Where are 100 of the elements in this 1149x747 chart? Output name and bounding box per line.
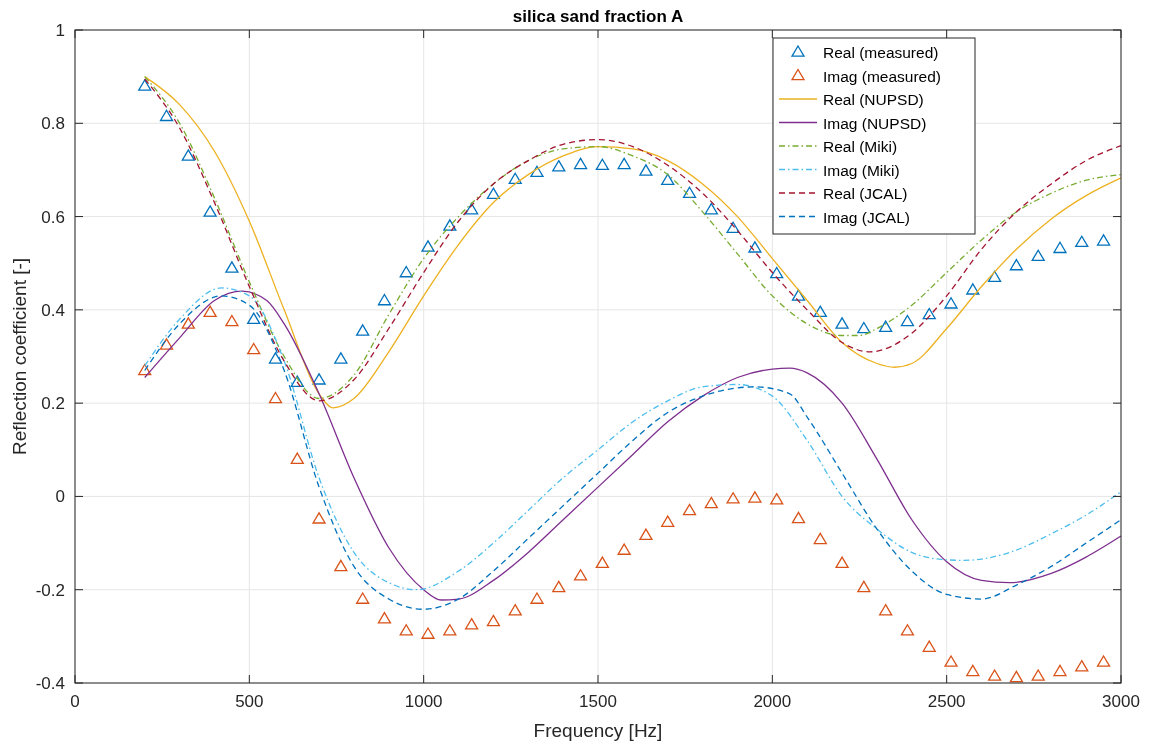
- legend-label: Real (JCAL): [823, 185, 908, 202]
- point: [377, 293, 392, 306]
- point: [312, 373, 326, 385]
- point: [356, 592, 370, 604]
- point: [399, 624, 413, 636]
- point: [159, 338, 174, 350]
- point: [682, 503, 697, 516]
- point: [573, 569, 588, 581]
- point: [813, 305, 827, 318]
- point: [1009, 258, 1024, 271]
- point: [857, 580, 871, 593]
- point: [443, 219, 457, 231]
- point: [966, 283, 980, 295]
- legend-label: Real (NUPSD): [823, 91, 924, 108]
- point: [573, 157, 588, 170]
- point: [791, 511, 806, 524]
- x-tick-label: 2500: [927, 692, 966, 711]
- point: [268, 391, 283, 404]
- point: [508, 604, 522, 616]
- point: [1053, 241, 1067, 254]
- point: [704, 202, 718, 215]
- point: [181, 149, 195, 161]
- x-tick-label: 3000: [1102, 692, 1140, 711]
- point: [726, 492, 740, 504]
- point: [377, 611, 392, 624]
- point: [203, 205, 217, 217]
- point: [334, 559, 348, 572]
- point: [770, 266, 784, 279]
- y-tick-label: 0.4: [41, 300, 65, 320]
- point: [661, 173, 675, 186]
- point: [770, 493, 784, 505]
- y-tick-label: -0.2: [35, 580, 65, 600]
- point: [464, 618, 479, 630]
- point: [334, 352, 348, 364]
- point: [464, 202, 479, 215]
- point: [1031, 249, 1045, 262]
- point: [704, 496, 718, 509]
- point: [486, 614, 501, 627]
- point: [900, 314, 915, 327]
- x-tick-label: 1000: [404, 692, 443, 711]
- y-axis-title: Reflection coefficient [-]: [9, 257, 30, 456]
- point: [987, 669, 1002, 681]
- point: [552, 160, 566, 172]
- point: [1053, 664, 1067, 677]
- point: [617, 157, 631, 170]
- x-axis-title: Frequency [Hz]: [533, 720, 663, 741]
- chart-title: silica sand fraction A: [512, 7, 684, 26]
- legend-label: Imag (NUPSD): [823, 114, 927, 132]
- point: [595, 158, 610, 171]
- point: [1096, 234, 1111, 246]
- point: [530, 165, 544, 178]
- point: [1075, 660, 1089, 672]
- x-tick-label: 2000: [753, 692, 792, 711]
- point: [966, 664, 980, 677]
- point: [421, 627, 435, 639]
- point: [682, 186, 697, 199]
- y-tick-label: 0.8: [41, 114, 65, 134]
- y-tick-label: 0: [55, 487, 65, 507]
- point: [290, 452, 304, 464]
- y-tick-label: 0.2: [41, 394, 65, 414]
- point: [312, 512, 326, 524]
- point: [1075, 235, 1089, 248]
- legend-label: Real (measured): [823, 44, 939, 61]
- point: [791, 289, 806, 301]
- point: [486, 187, 501, 200]
- point: [290, 375, 304, 387]
- y-tick-label: 0.6: [41, 207, 65, 227]
- point: [748, 241, 762, 253]
- point: [247, 342, 261, 355]
- point: [944, 655, 958, 667]
- point: [530, 592, 544, 604]
- point: [225, 261, 239, 273]
- point: [922, 307, 936, 320]
- point: [857, 321, 871, 334]
- point: [813, 532, 827, 545]
- legend-label: Imag (Miki): [823, 161, 900, 179]
- point: [748, 491, 762, 503]
- x-tick-label: 500: [235, 692, 264, 711]
- point: [639, 164, 653, 176]
- point: [225, 314, 239, 327]
- point: [879, 320, 893, 332]
- point: [552, 580, 566, 593]
- point: [1096, 655, 1111, 667]
- point: [181, 317, 195, 329]
- y-tick-label: -0.4: [35, 674, 65, 693]
- point: [639, 528, 653, 540]
- point: [595, 556, 610, 568]
- x-tick-label: 1500: [579, 692, 617, 711]
- point: [922, 640, 936, 652]
- point: [247, 312, 261, 325]
- point: [835, 317, 849, 329]
- point: [268, 352, 283, 364]
- point: [726, 221, 740, 234]
- x-tick-label: 0: [70, 692, 80, 711]
- point: [138, 363, 152, 376]
- point: [443, 624, 457, 636]
- point: [617, 543, 631, 555]
- point: [159, 109, 174, 122]
- point: [900, 624, 915, 636]
- point: [987, 270, 1002, 283]
